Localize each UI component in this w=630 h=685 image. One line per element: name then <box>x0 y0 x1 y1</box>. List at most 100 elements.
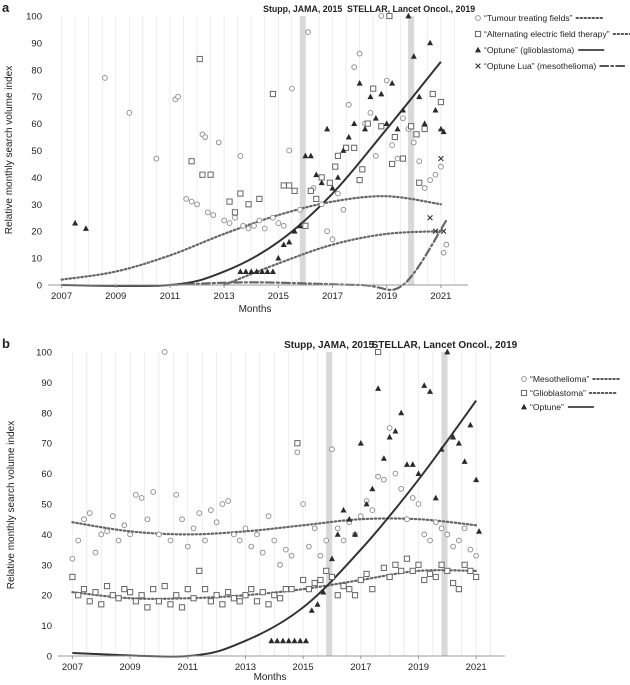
point-optune <box>415 470 422 476</box>
point-tumour-treating-fields <box>421 185 428 192</box>
point-optune-glioblastoma <box>416 93 423 100</box>
point-glioblastoma <box>271 592 278 599</box>
x-tick-label: 2019 <box>376 291 397 302</box>
point-tumour-treating-fields <box>351 64 358 70</box>
point-tumour-treating-fields <box>210 212 217 218</box>
point-optune <box>357 440 364 446</box>
annotation-stellar-lancet-oncol-2019: STELLAR, Lancet Oncol., 2019 <box>347 4 475 14</box>
point-mesothelioma <box>432 519 439 526</box>
x-tick-label: 2021 <box>430 291 451 302</box>
point-optune-glioblastoma <box>286 238 293 245</box>
point-glioblastoma <box>305 586 312 593</box>
point-glioblastoma <box>69 573 76 581</box>
point-mesothelioma <box>259 549 266 556</box>
point-mesothelioma <box>311 525 318 532</box>
point-glioblastoma <box>248 586 255 593</box>
point-optune-glioblastoma <box>351 120 358 126</box>
point-optune-glioblastoma <box>264 268 271 274</box>
point-mesothelioma <box>421 531 428 538</box>
point-optune-glioblastoma <box>399 106 406 113</box>
y-tick-label: 30 <box>41 560 52 571</box>
point-optune-glioblastoma <box>280 241 287 248</box>
point-mesothelioma <box>323 537 330 544</box>
point-mesothelioma <box>179 516 185 523</box>
point-mesothelioma <box>219 501 226 507</box>
point-optune <box>334 531 341 537</box>
point-tumour-treating-fields <box>432 171 439 178</box>
point-optune-glioblastoma <box>82 225 89 231</box>
y-tick-label: 10 <box>31 254 42 265</box>
x-tick-label: 2015 <box>268 291 289 302</box>
point-glioblastoma <box>98 601 105 608</box>
y-tick-label: 90 <box>41 378 52 389</box>
point-optune-glioblastoma <box>318 179 325 186</box>
point-tumour-treating-fields <box>232 214 238 221</box>
point-mesothelioma <box>213 519 220 526</box>
point-optune <box>279 637 286 644</box>
point-mesothelioma <box>254 531 260 538</box>
point-mesothelioma <box>271 537 278 544</box>
point-optune <box>308 607 315 613</box>
point-alternating-electric-field-therapy <box>389 160 396 168</box>
point-alternating-electric-field-therapy <box>351 144 358 151</box>
point-glioblastoma <box>173 592 180 599</box>
point-alternating-electric-field-therapy <box>413 131 420 138</box>
panel-a-label: a <box>2 0 10 15</box>
trendline-tumour-treating-fields <box>60 195 443 281</box>
point-mesothelioma <box>306 543 312 550</box>
point-mesothelioma <box>438 525 445 532</box>
point-mesothelioma <box>415 501 422 507</box>
point-mesothelioma <box>329 446 335 453</box>
point-tumour-treating-fields <box>440 249 447 256</box>
y-tick-label: 10 <box>41 621 52 632</box>
point-mesothelioma <box>161 349 168 355</box>
point-alternating-electric-field-therapy <box>226 198 233 205</box>
point-glioblastoma <box>340 582 347 590</box>
point-mesothelioma <box>115 537 122 544</box>
point-glioblastoma <box>150 586 157 593</box>
panel-a-y-ticks: 0 10 20 30 40 50 60 70 80 90 100 <box>26 12 42 292</box>
point-tumour-treating-fields <box>373 153 379 159</box>
y-tick-label: 60 <box>31 119 42 130</box>
y-tick-label: 90 <box>31 38 42 49</box>
point-glioblastoma <box>155 598 163 605</box>
point-glioblastoma <box>380 564 387 571</box>
point-alternating-electric-field-therapy <box>326 179 333 186</box>
point-alternating-electric-field-therapy <box>280 182 287 189</box>
point-tumour-treating-fields <box>251 222 257 229</box>
y-tick-label: 100 <box>26 12 42 23</box>
point-alternating-electric-field-therapy <box>196 55 203 63</box>
point-glioblastoma <box>432 573 439 581</box>
point-tumour-treating-fields <box>318 201 325 208</box>
point-alternating-electric-field-therapy <box>313 195 320 203</box>
point-mesothelioma <box>86 510 93 516</box>
point-tumour-treating-fields <box>389 142 395 148</box>
point-mesothelioma <box>109 513 116 520</box>
point-tumour-treating-fields <box>394 155 401 162</box>
point-optune-glioblastoma <box>242 268 249 274</box>
point-optune <box>403 461 410 467</box>
x-tick-label: 2011 <box>178 662 198 673</box>
point-glioblastoma <box>294 440 301 447</box>
point-glioblastoma <box>92 589 99 596</box>
panel-b-label: b <box>2 336 10 351</box>
point-mesothelioma <box>242 525 249 532</box>
legend-label-mesothelioma: “Mesothelioma” <box>530 374 589 384</box>
point-optune-glioblastoma <box>307 152 314 159</box>
point-alternating-electric-field-therapy <box>407 123 415 130</box>
point-tumour-treating-fields <box>183 196 190 202</box>
point-optune <box>398 409 405 416</box>
point-glioblastoma <box>242 592 249 599</box>
y-tick-label: 100 <box>36 348 52 359</box>
point-optune <box>421 382 428 388</box>
point-optune-glioblastoma <box>362 125 369 132</box>
point-glioblastoma <box>369 586 376 593</box>
point-alternating-electric-field-therapy <box>291 187 298 194</box>
legend-marker-mesothelioma <box>521 376 527 382</box>
point-tumour-treating-fields <box>340 206 347 213</box>
point-tumour-treating-fields <box>378 13 385 19</box>
point-tumour-treating-fields <box>126 109 133 116</box>
legend-label-tumour-treating-fields: “Tumour treating fields” <box>484 13 573 23</box>
point-alternating-electric-field-therapy <box>399 155 407 162</box>
